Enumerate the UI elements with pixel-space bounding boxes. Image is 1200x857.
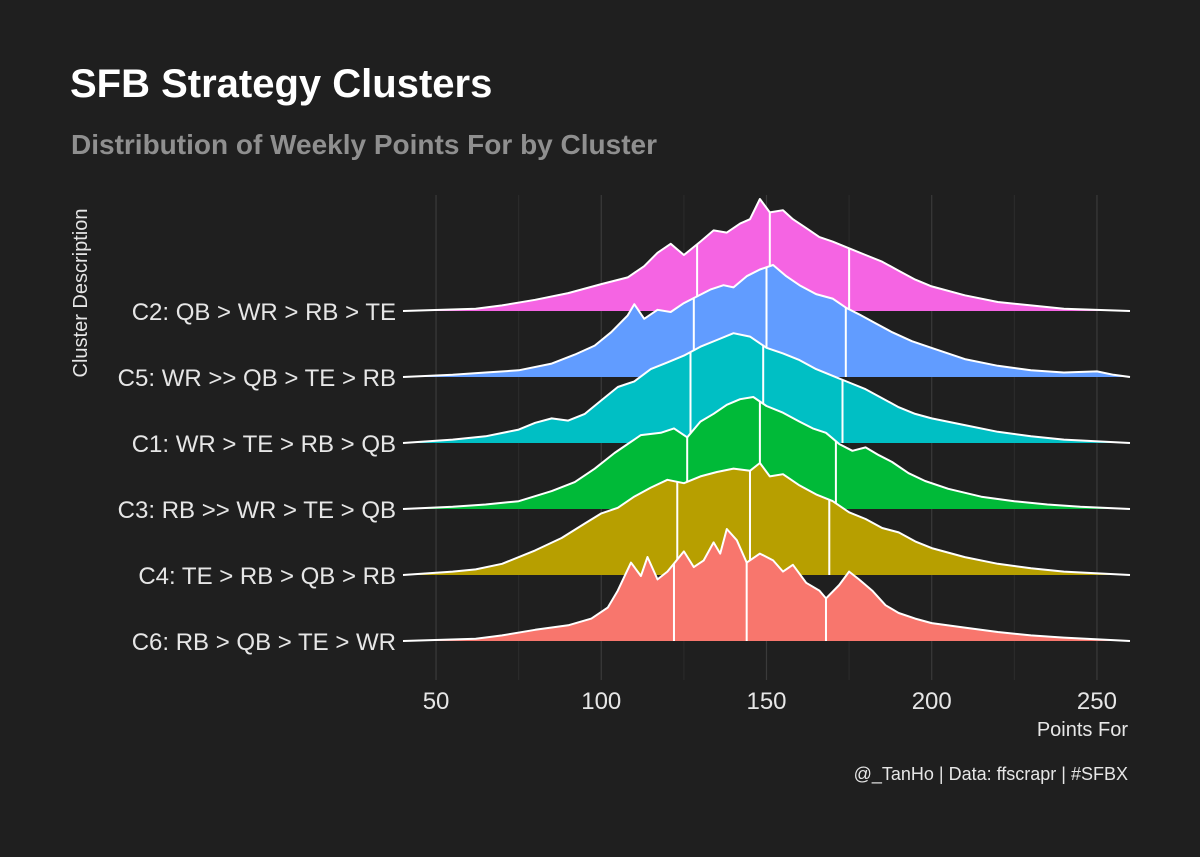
ridge-area: [403, 199, 1130, 311]
caption: @_TanHo | Data: ffscrapr | #SFBX: [853, 764, 1128, 784]
x-axis-ticks: 50 100 150 200 250: [423, 688, 1117, 715]
y-axis-label: C4: TE > RB > QB > RB: [138, 563, 396, 590]
x-tick-label: 200: [912, 688, 952, 715]
y-axis-labels: C2: QB > WR > RB > TE C5: WR >> QB > TE >…: [118, 299, 396, 656]
x-tick-label: 150: [746, 688, 786, 715]
ridge-area: [403, 397, 1130, 509]
y-axis-label: C1: WR > TE > RB > QB: [132, 431, 396, 458]
chart-subtitle: Distribution of Weekly Points For by Clu…: [71, 129, 657, 160]
y-axis-label: C2: QB > WR > RB > TE: [132, 299, 396, 326]
ridge-outline: [402, 528, 1131, 642]
ridge-outline: [402, 332, 1131, 444]
ridge-area: [403, 529, 1130, 641]
ridge-1: [402, 528, 1131, 642]
x-tick-label: 50: [423, 688, 450, 715]
x-axis-title: Points For: [1037, 719, 1128, 741]
ridge-area: [403, 333, 1130, 443]
chart-title: SFB Strategy Clusters: [70, 62, 493, 106]
ridges: [402, 198, 1131, 642]
y-axis-label: C3: RB >> WR > TE > QB: [118, 497, 396, 524]
x-tick-label: 250: [1077, 688, 1117, 715]
ridge-outline: [402, 198, 1131, 312]
x-tick-label: 100: [581, 688, 621, 715]
y-axis-title: Cluster Description: [70, 209, 92, 378]
ridge-outline: [402, 462, 1131, 576]
ridge-5: [402, 264, 1131, 378]
ridge-4: [402, 332, 1131, 444]
ridge-outline: [402, 264, 1131, 378]
ridge-outline: [402, 396, 1131, 510]
y-axis-label: C6: RB > QB > TE > WR: [132, 629, 396, 656]
ridge-area: [403, 463, 1130, 575]
y-axis-label: C5: WR >> QB > TE > RB: [118, 365, 396, 392]
ridge-2: [402, 462, 1131, 576]
